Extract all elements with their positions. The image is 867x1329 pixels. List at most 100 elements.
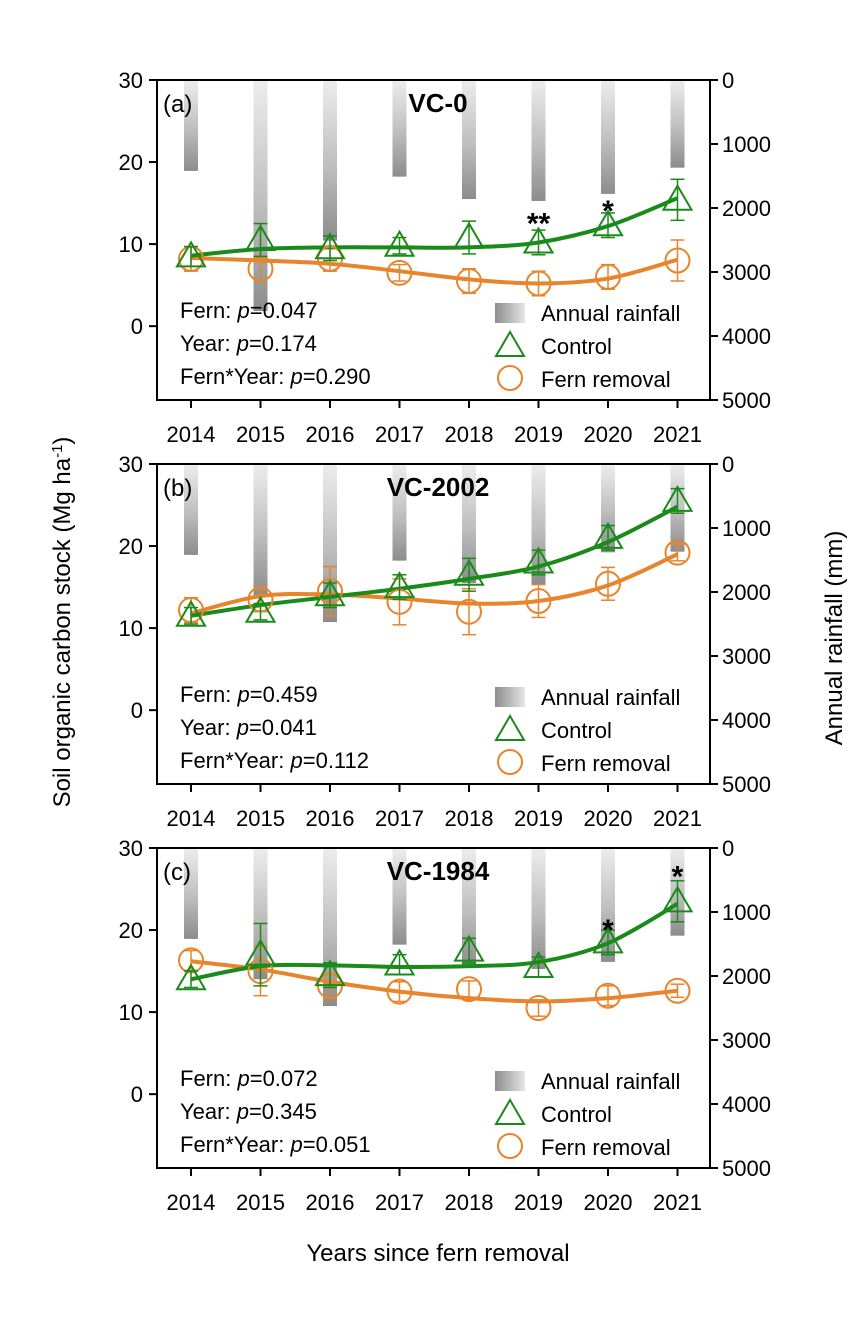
x-tick-label: 2015 xyxy=(236,422,285,447)
fern-removal-point xyxy=(386,978,413,1005)
fern-removal-point xyxy=(525,588,552,615)
rainfall-bar xyxy=(253,464,268,596)
stats-line: Year: p=0.345 xyxy=(180,1099,317,1124)
plot-frame xyxy=(156,847,711,1169)
fern-removal-point xyxy=(664,539,691,566)
fern-removal-point xyxy=(595,982,621,1009)
panel-label: (c) xyxy=(163,859,191,886)
legend-fern-removal-marker xyxy=(497,365,523,391)
y2-tick-label: 5000 xyxy=(722,1156,771,1181)
fern-removal-point xyxy=(456,268,482,295)
legend-fern-removal-marker xyxy=(497,749,523,775)
panel-1: 0 10 20 30 0 1000 2000 3000 4000 5000 2014 2015 2016… xyxy=(119,68,771,447)
control-point xyxy=(314,579,346,607)
significance-marker: * xyxy=(602,914,614,947)
y-tick-label: 30 xyxy=(119,68,143,93)
y-tick-label: 20 xyxy=(119,534,143,559)
panel-2: 0 10 20 30 0 1000 2000 3000 4000 5000 2014 2015 2016… xyxy=(119,452,771,831)
y-axis-right-title: Annual rainfall (mm) xyxy=(821,531,848,746)
rainfall-bar xyxy=(392,848,407,945)
legend-rainfall-swatch xyxy=(495,1071,525,1091)
x-tick-label: 2017 xyxy=(375,806,424,831)
panel-title: VC-1984 xyxy=(387,856,490,886)
control-trend-line xyxy=(190,196,679,258)
control-point xyxy=(383,571,416,599)
legend-rainfall-swatch xyxy=(495,303,525,323)
control-point xyxy=(244,938,277,966)
x-tick-label: 2014 xyxy=(167,806,216,831)
control-point xyxy=(175,240,207,268)
control-point xyxy=(522,546,555,574)
y2-tick-label: 5000 xyxy=(722,388,771,413)
rainfall-bar xyxy=(531,80,546,201)
stats-line: Year: p=0.174 xyxy=(180,331,317,356)
legend-rainfall-label: Annual rainfall xyxy=(541,1069,680,1094)
legend-control-marker xyxy=(494,714,526,741)
x-tick-label: 2021 xyxy=(653,806,702,831)
x-tick-label: 2018 xyxy=(445,422,494,447)
control-point xyxy=(592,926,624,954)
control-point xyxy=(383,229,416,257)
control-point xyxy=(244,224,277,251)
rainfall-bar xyxy=(462,80,476,200)
fern-removal-point xyxy=(525,995,552,1021)
fern-removal-point xyxy=(664,247,691,274)
panel-label: (a) xyxy=(163,91,192,118)
x-tick-label: 2015 xyxy=(236,806,285,831)
x-tick-label: 2019 xyxy=(514,1190,563,1215)
fern-removal-trend-line xyxy=(190,959,678,1004)
y2-tick-label: 3000 xyxy=(722,1028,771,1053)
y2-tick-label: 3000 xyxy=(722,644,771,669)
fern-removal-point xyxy=(595,570,621,597)
y-tick-label: 10 xyxy=(119,232,143,257)
y2-tick-label: 1000 xyxy=(722,132,771,157)
x-tick-label: 2016 xyxy=(306,422,355,447)
x-tick-label: 2016 xyxy=(306,806,355,831)
panel-label: (b) xyxy=(163,475,192,502)
control-point xyxy=(175,963,207,991)
legend-fern-removal-marker xyxy=(497,1133,523,1159)
x-tick-label: 2017 xyxy=(375,422,424,447)
control-point xyxy=(175,599,207,627)
control-point xyxy=(522,950,555,978)
y2-tick-label: 0 xyxy=(722,68,734,93)
significance-marker: * xyxy=(672,861,684,894)
stats-line: Fern*Year: p=0.290 xyxy=(180,364,371,389)
rainfall-bar xyxy=(184,464,198,555)
y2-tick-label: 2000 xyxy=(722,964,771,989)
control-point xyxy=(592,209,624,237)
control-point xyxy=(314,232,346,260)
rainfall-bar xyxy=(392,80,407,177)
y2-tick-label: 4000 xyxy=(722,1092,771,1117)
y-tick-label: 10 xyxy=(119,616,143,641)
control-point xyxy=(661,183,694,211)
panel-title: VC-0 xyxy=(408,88,467,118)
legend-fern-removal-label: Fern removal xyxy=(541,751,671,776)
legend-control-label: Control xyxy=(541,1102,612,1127)
legend-control-label: Control xyxy=(541,334,612,359)
fern-removal-point xyxy=(456,976,482,1003)
stats-line: Fern*Year: p=0.051 xyxy=(180,1132,371,1157)
rainfall-bar xyxy=(184,848,198,939)
legend-rainfall-label: Annual rainfall xyxy=(541,685,680,710)
y2-tick-label: 0 xyxy=(722,452,734,477)
plot-frame xyxy=(156,79,711,401)
legend-control-label: Control xyxy=(541,718,612,743)
y-tick-label: 0 xyxy=(131,314,143,339)
x-tick-label: 2021 xyxy=(653,422,702,447)
y2-tick-label: 1000 xyxy=(722,900,771,925)
x-tick-label: 2018 xyxy=(445,806,494,831)
control-point xyxy=(453,934,485,962)
legend-control-marker xyxy=(494,1098,526,1125)
y-tick-label: 20 xyxy=(119,918,143,943)
legend-rainfall-swatch xyxy=(495,687,525,707)
fern-removal-trend-line xyxy=(190,552,679,616)
y2-tick-label: 4000 xyxy=(722,708,771,733)
x-tick-label: 2018 xyxy=(445,1190,494,1215)
y2-tick-label: 4000 xyxy=(722,324,771,349)
y2-tick-label: 2000 xyxy=(722,196,771,221)
y2-tick-label: 3000 xyxy=(722,260,771,285)
control-point xyxy=(661,885,694,913)
y2-tick-label: 0 xyxy=(722,836,734,861)
